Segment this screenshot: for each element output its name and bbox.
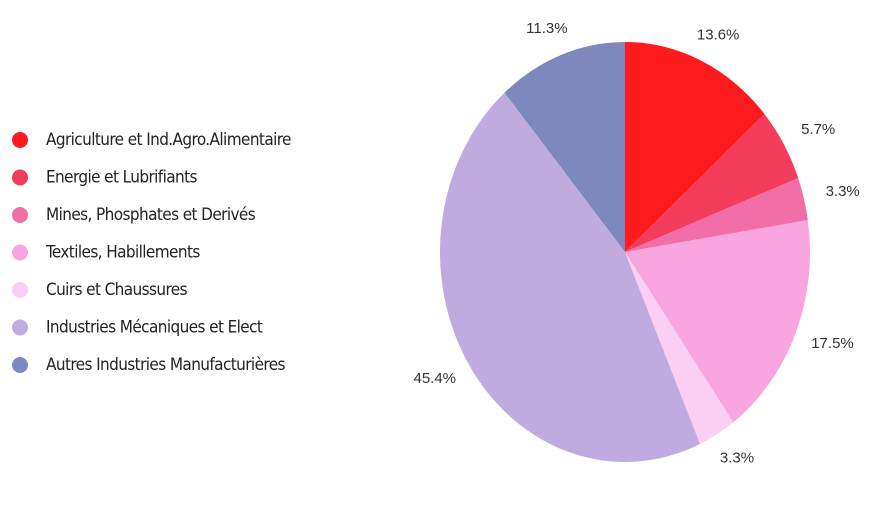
data-label: 17.5%: [811, 335, 854, 352]
data-label: 45.4%: [413, 370, 456, 387]
pie-slice: [625, 220, 810, 423]
legend-label: Mines, Phosphates et Derivés: [46, 205, 256, 225]
legend-marker: [12, 207, 28, 223]
data-label: 3.3%: [826, 183, 860, 200]
legend-marker: [12, 357, 28, 373]
legend-label: Agriculture et Ind.Agro.Alimentaire: [46, 130, 291, 150]
pie-slice: [625, 178, 808, 252]
legend-label: Textiles, Habillements: [45, 243, 200, 263]
data-label: 11.3%: [526, 20, 567, 37]
legend-label: Industries Mécaniques et Elect: [46, 318, 263, 338]
data-label: 13.6%: [697, 26, 740, 43]
legend-label: Cuirs et Chaussures: [46, 280, 188, 300]
legend-label: Autres Industries Manufacturières: [46, 355, 286, 375]
legend-label: Energie et Lubrifiants: [46, 168, 197, 188]
legend-marker: [12, 319, 28, 336]
pie-slice: [504, 42, 625, 252]
pie-slice: [625, 252, 734, 444]
data-label: 5.7%: [801, 121, 835, 138]
legend-marker: [12, 132, 28, 148]
legend-marker: [12, 169, 28, 186]
pie-slice: [625, 113, 799, 252]
pie-slice: [625, 42, 765, 252]
legend-marker: [12, 282, 28, 298]
data-label: 3.3%: [720, 449, 754, 466]
legend-marker: [12, 244, 28, 261]
pie-slice: [440, 92, 700, 463]
